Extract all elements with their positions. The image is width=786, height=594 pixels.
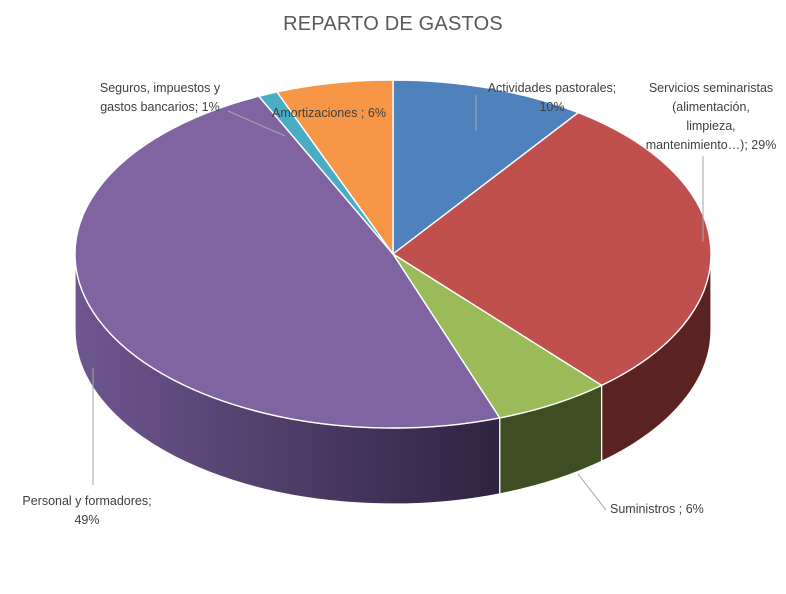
- data-label-line: (alimentación,: [672, 100, 750, 114]
- data-label-line: limpieza,: [686, 119, 736, 133]
- pie-slice-personal-y-formadores: [74, 95, 501, 429]
- data-label-line: Actividades pastorales;: [487, 81, 617, 95]
- data-label-line: 49%: [74, 513, 100, 527]
- leader-line-seguros-impuestos-y-gastos-bancarios: [227, 110, 286, 137]
- data-label-line: 10%: [539, 100, 565, 114]
- pie-slice-servicios-seminaristas-alimentacion-limpieza-mantenimiento: [392, 111, 712, 387]
- data-label-line: mantenimiento…); 29%: [645, 138, 777, 152]
- data-label-servicios-seminaristas-alimentacion-limpieza-mantenimiento: Servicios seminaristas (alimentación, limp…: [636, 79, 786, 155]
- leader-line-suministros: [577, 473, 607, 511]
- data-label-seguros-impuestos-y-gastos-bancarios: Seguros, impuestos y gastos bancarios; 1%: [85, 79, 235, 117]
- data-label-line: Personal y formadores;: [22, 494, 152, 508]
- data-label-line: gastos bancarios; 1%: [100, 100, 220, 114]
- data-label-line: Amortizaciones ; 6%: [272, 106, 386, 120]
- data-label-line: Suministros ; 6%: [610, 502, 704, 516]
- data-label-suministros: Suministros ; 6%: [610, 500, 750, 519]
- data-label-line: Servicios seminaristas: [648, 81, 774, 95]
- data-label-line: Seguros, impuestos y: [99, 81, 221, 95]
- data-label-actividades-pastorales: Actividades pastorales; 10%: [477, 79, 627, 117]
- data-label-personal-y-formadores: Personal y formadores; 49%: [12, 492, 162, 530]
- pie-slice-actividades-pastorales: [392, 79, 580, 255]
- chart-title: REPARTO DE GASTOS: [283, 13, 503, 35]
- data-label-amortizaciones: Amortizaciones ; 6%: [272, 104, 412, 123]
- pie-slice-amortizaciones: [276, 79, 394, 255]
